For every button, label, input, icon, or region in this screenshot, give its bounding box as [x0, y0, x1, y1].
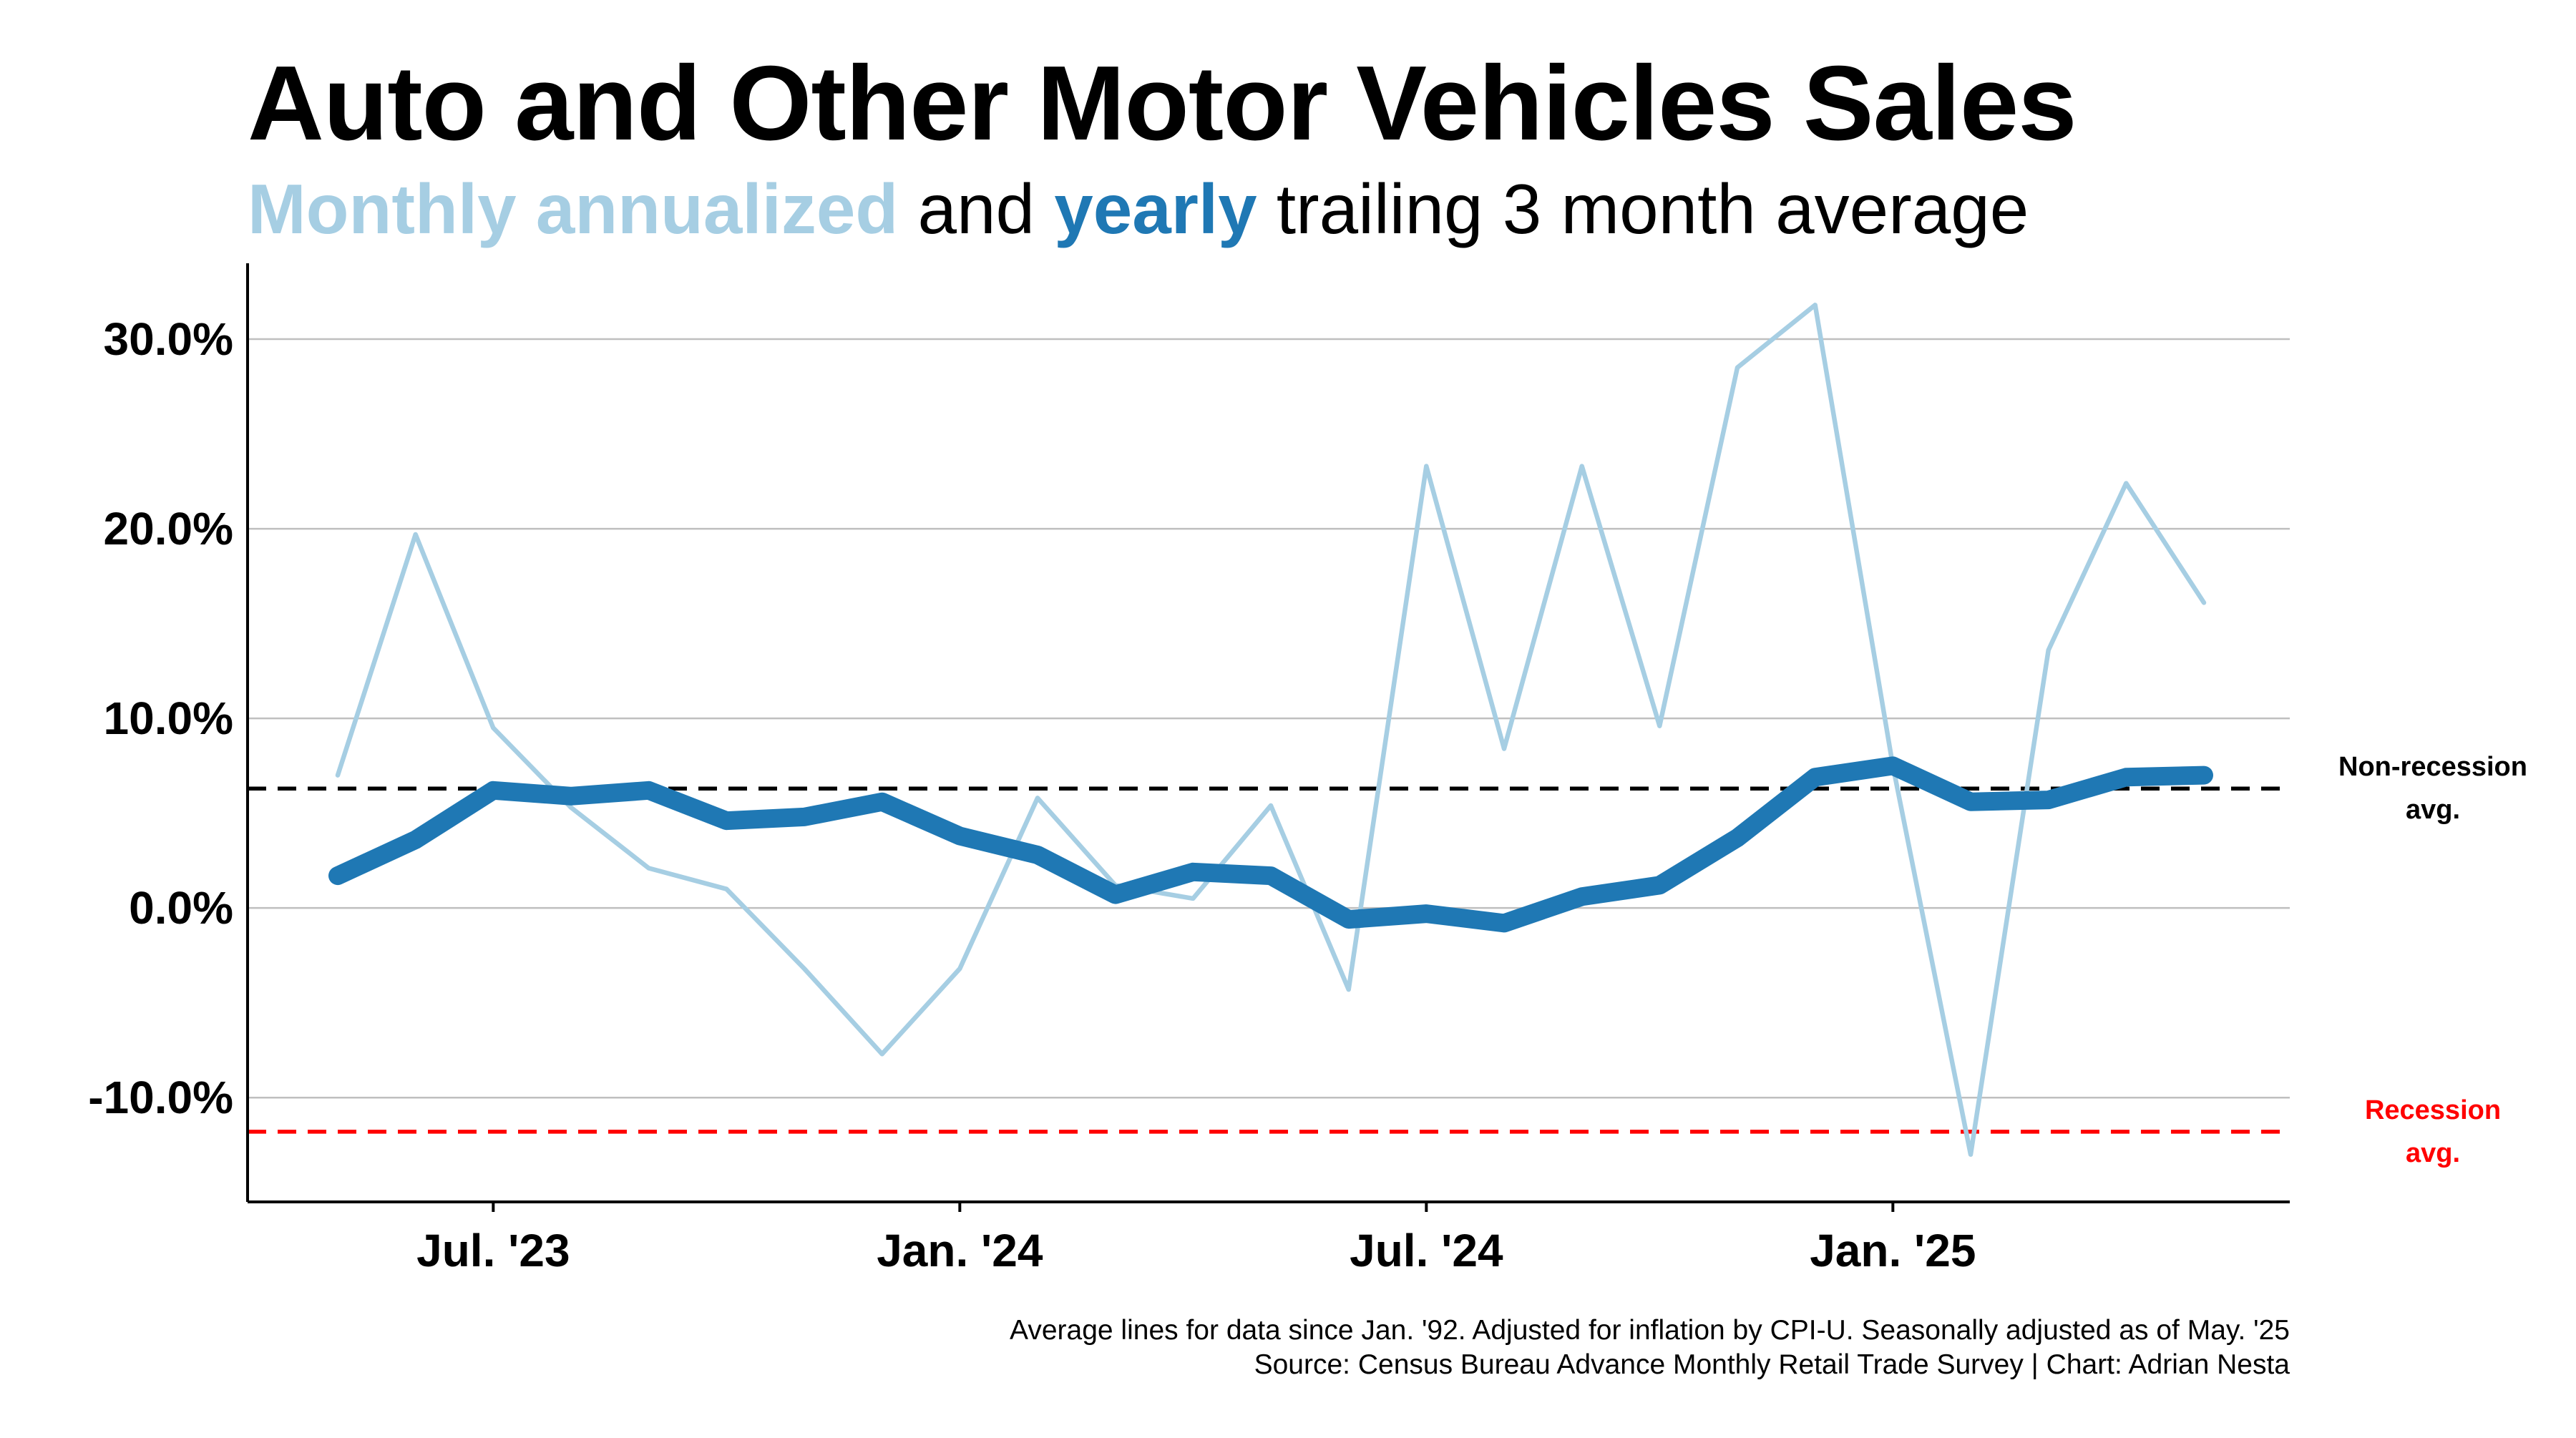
axis-labels: -10.0% 0.0% 10.0% 20.0% 30.0% Non-recession av…	[88, 313, 2527, 1276]
subtitle-tail: trailing 3 month average	[1257, 170, 2029, 248]
recession-avg-label-line2: avg.	[2406, 1138, 2460, 1168]
footer-source: Source: Census Bureau Advance Monthly Re…	[1254, 1349, 2290, 1380]
subtitle-connector: and	[898, 170, 1055, 248]
x-tick-label: Jul. '23	[416, 1225, 570, 1276]
chart-subtitle: Monthly annualized and yearly trailing 3…	[248, 169, 2029, 250]
monthly-series-line	[335, 303, 2207, 1157]
y-tick-label: 0.0%	[129, 882, 233, 934]
subtitle-yearly-label: yearly	[1054, 170, 1257, 248]
y-tick-label: 10.0%	[104, 693, 233, 744]
recession-avg-label: Recession	[2365, 1095, 2501, 1125]
x-tick-label: Jan. '24	[877, 1225, 1043, 1276]
non_recession-avg-label-line2: avg.	[2406, 795, 2460, 825]
non_recession-avg-label: Non-recession	[2338, 752, 2527, 782]
series-lines	[328, 303, 2213, 1157]
y-tick-label: 20.0%	[104, 503, 233, 554]
footer-note: Average lines for data since Jan. '92. A…	[1010, 1315, 2290, 1346]
x-tick-label: Jan. '25	[1810, 1225, 1976, 1276]
axes	[246, 263, 2290, 1212]
y-tick-label: 30.0%	[104, 313, 233, 365]
chart-footer: Average lines for data since Jan. '92. A…	[1010, 1314, 2290, 1382]
chart-title: Auto and Other Motor Vehicles Sales	[248, 44, 2077, 162]
y-tick-label: -10.0%	[88, 1072, 233, 1123]
x-tick-label: Jul. '24	[1350, 1225, 1503, 1276]
subtitle-monthly-label: Monthly annualized	[248, 170, 899, 248]
yearly-series-line	[328, 756, 2213, 933]
gridlines	[248, 338, 2290, 1099]
